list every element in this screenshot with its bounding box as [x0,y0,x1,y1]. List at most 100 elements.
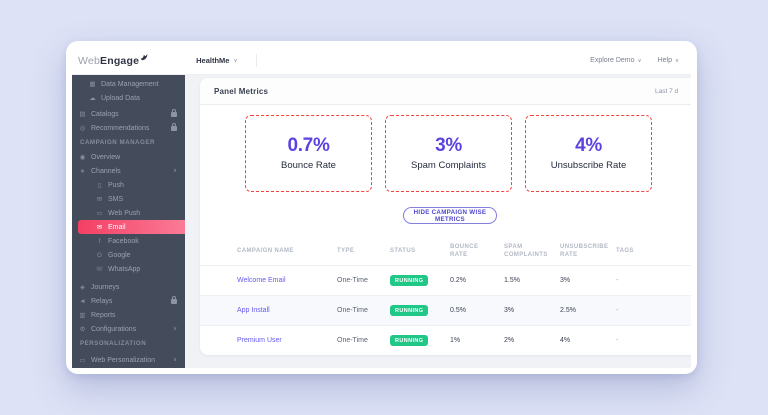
page-title: Panel Metrics [214,86,269,96]
logo-bird-icon [140,53,148,60]
sidebar-item-configurations[interactable]: ⚙ Configurations ∨ [72,322,185,336]
sidebar-item-label: Data Management [101,80,159,88]
sidebar-item-sms[interactable]: ✉ SMS [72,192,185,206]
webengage-logo[interactable]: Web Engage [78,53,148,67]
sidebar-item-label: Overview [91,153,121,161]
metric-value: 3% [435,135,462,156]
sidebar-item-recommendations[interactable]: ◎ Recommendations [72,121,185,135]
sidebar-item-data-management[interactable]: ▦ Data Management [72,77,185,91]
campaign-metrics-table: CAMPAIGN NAME TYPE STATUS BOUNCE RATE SP… [200,237,691,355]
column-header-tags: TAGS [616,247,634,254]
unsubscribe-rate-value: 4% [560,337,571,344]
upload-data-icon: ☁ [89,95,96,102]
date-range-filter[interactable]: Last 7 d [655,88,679,95]
relays-icon: ◄ [79,297,86,305]
lock-icon [171,122,177,131]
sidebar-item-web-push[interactable]: ▭ Web Push [72,206,185,220]
sidebar-section-personalization: PERSONALIZATION [80,340,147,347]
sidebar-item-upload-data[interactable]: ☁ Upload Data [72,91,185,105]
column-header-status: STATUS [390,247,416,254]
explore-demo-menu[interactable]: Explore Demo ∨ [590,57,641,64]
google-icon: G [96,251,103,259]
sidebar-item-label: SMS [108,195,124,203]
campaign-status-cell: RUNNING [390,275,450,286]
status-badge: RUNNING [390,335,429,346]
metric-card-bounce-rate: 0.7% Bounce Rate [245,115,372,192]
chevron-down-icon: ∨ [674,57,679,64]
chevron-down-icon: ∨ [172,326,177,332]
sidebar-item-label: Email [108,223,126,231]
topbar: Web Engage HealthMe ∨ Explore Demo ∨ Help… [72,47,691,75]
push-icon: ▯ [97,182,102,189]
sidebar-item-label: Upload Data [101,94,140,102]
workspace-name: HealthMe [196,56,230,65]
column-header-spam-complaints: SPAM COMPLAINTS [504,243,548,258]
campaign-name-link[interactable]: App Install [237,307,270,314]
metric-card-spam-complaints: 3% Spam Complaints [385,115,512,192]
panel-metrics-header: Panel Metrics Last 7 d [200,78,691,105]
catalogs-icon: ▤ [79,111,86,118]
sidebar-item-label: Catalogs [91,110,119,118]
sidebar-item-reports[interactable]: ▥ Reports [72,308,185,322]
web-personalization-icon: ▭ [79,357,86,364]
main-content: Panel Metrics Last 7 d 0.7% Bounce Rate … [185,75,691,368]
lock-icon [171,108,177,117]
unsubscribe-rate-value: 3% [560,277,571,284]
sidebar-item-overview[interactable]: ◉ Overview [72,150,185,164]
status-badge: RUNNING [390,275,429,286]
table-row: Welcome Email One-Time RUNNING 0.2% 1.5%… [200,265,691,295]
topbar-right-menu: Explore Demo ∨ Help ∨ [590,57,679,64]
sidebar-item-channels[interactable]: ∗ Channels ∧ [72,164,185,178]
journeys-icon: ◈ [80,284,85,291]
hide-campaign-wise-metrics-button[interactable]: HIDE CAMPAIGN WISE METRICS [403,207,497,224]
bounce-rate-value: 0.2% [450,277,466,284]
sidebar-item-web-personalization[interactable]: ▭ Web Personalization ∨ [72,353,185,367]
bounce-rate-value: 1% [450,337,461,344]
chevron-down-icon: ∨ [233,57,238,64]
sidebar-item-label: WhatsApp [108,265,141,273]
chevron-up-icon: ∧ [172,168,177,174]
sidebar-item-whatsapp[interactable]: ☏ WhatsApp [72,262,185,276]
campaign-status-cell: RUNNING [390,335,450,346]
configurations-icon: ⚙ [79,326,86,333]
metric-card-unsubscribe-rate: 4% Unsubscribe Rate [525,115,652,192]
sidebar-item-label: Facebook [108,237,139,245]
sidebar-item-google[interactable]: G Google [72,248,185,262]
lock-icon [171,295,177,304]
workspace-selector[interactable]: HealthMe ∨ [196,56,237,65]
reports-icon: ▥ [79,312,86,319]
campaign-type: One-Time [337,277,368,284]
sidebar-item-catalogs[interactable]: ▤ Catalogs [72,107,185,121]
chevron-down-icon: ∨ [637,57,642,64]
whatsapp-icon: ☏ [95,266,104,273]
tags-value: - [616,337,619,344]
campaign-type: One-Time [337,337,368,344]
sidebar-item-facebook[interactable]: f Facebook [72,234,185,248]
sidebar-item-label: Channels [91,167,121,175]
metrics-row: 0.7% Bounce Rate 3% Spam Complaints 4% U… [245,115,691,192]
facebook-icon: f [98,237,101,245]
spam-complaints-value: 3% [504,307,515,314]
sidebar-item-label: Push [108,181,124,189]
email-icon: ✉ [96,224,103,231]
sidebar-item-label: Journeys [91,283,120,291]
web-push-icon: ▭ [96,210,103,217]
table-header-row: CAMPAIGN NAME TYPE STATUS BOUNCE RATE SP… [200,237,691,265]
panel-metrics-card: Panel Metrics Last 7 d 0.7% Bounce Rate … [200,78,691,355]
metric-label: Bounce Rate [281,160,336,171]
campaign-name-link[interactable]: Premium User [237,337,282,344]
button-row: HIDE CAMPAIGN WISE METRICS [200,207,691,224]
sidebar-item-label: Web Personalization [91,356,156,364]
sidebar-item-email[interactable]: ✉ Email [78,220,185,234]
sidebar-item-journeys[interactable]: ◈ Journeys [72,280,185,294]
column-header-type: TYPE [337,247,355,254]
logo-text-web: Web [78,54,100,67]
help-menu[interactable]: Help ∨ [658,57,679,64]
sidebar-item-relays[interactable]: ◄ Relays [72,294,185,308]
recommendations-icon: ◎ [79,125,86,132]
sidebar-item-label: Web Push [108,209,141,217]
sidebar-item-push[interactable]: ▯ Push [72,178,185,192]
campaign-name-link[interactable]: Welcome Email [237,277,286,284]
topbar-divider [255,54,257,67]
chevron-down-icon: ∨ [172,357,177,363]
